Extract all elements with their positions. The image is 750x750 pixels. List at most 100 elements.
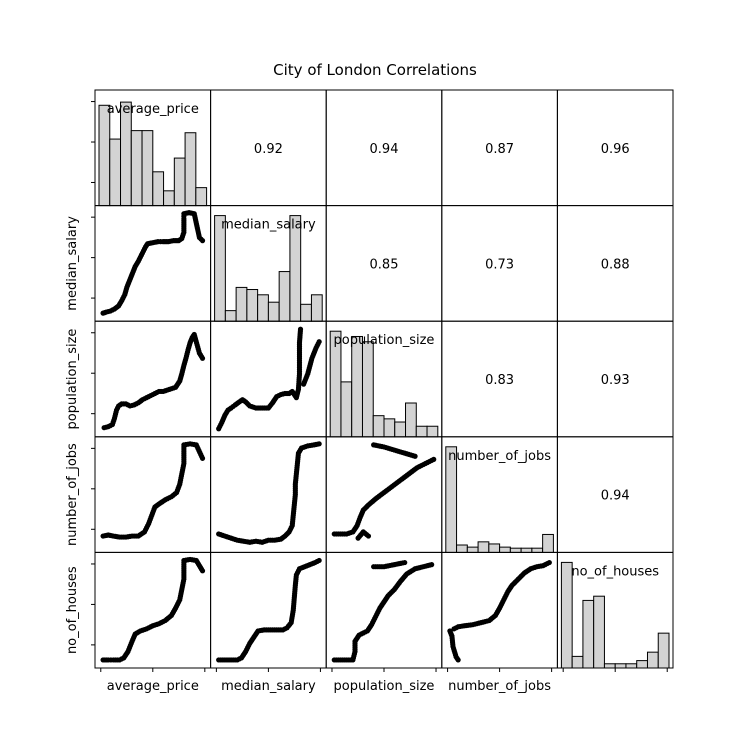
cell-frame	[210, 320, 327, 438]
cell-no_of_houses-population_size	[325, 551, 443, 669]
hist-bar	[361, 341, 374, 438]
hist-bar	[141, 130, 154, 207]
hist-bar	[98, 104, 111, 207]
hist-bar	[582, 599, 595, 669]
hist-bar	[152, 171, 165, 207]
cell-frame	[94, 551, 212, 669]
y-axis-label: population_size	[65, 329, 80, 430]
hist-bar	[130, 130, 143, 207]
cell-average_price-median_salary: 0.92	[210, 89, 327, 207]
scatter-point	[431, 456, 437, 462]
cell-population_size-population_size: population_size	[325, 320, 443, 438]
hist-bar	[636, 660, 648, 669]
diagonal-label: average_price	[107, 102, 199, 117]
axis-labels: average_price median_salary population_siz…	[65, 216, 551, 694]
cell-population_size-number_of_jobs: 0.83	[441, 320, 558, 438]
diagonal-label: number_of_jobs	[448, 449, 551, 464]
correlation-value: 0.93	[601, 373, 630, 388]
correlation-value: 0.92	[254, 142, 283, 157]
y-axis-label: median_salary	[65, 216, 80, 311]
cell-number_of_jobs-number_of_jobs: number_of_jobs	[441, 436, 558, 553]
hist-bar	[120, 101, 132, 207]
x-axis-label: median_salary	[221, 679, 316, 694]
scatter-point	[199, 355, 206, 361]
cell-population_size-no_of_houses: 0.93	[556, 320, 674, 438]
hist-bar	[224, 310, 237, 322]
cell-number_of_jobs-median_salary	[210, 436, 327, 553]
scatter-point	[455, 657, 461, 663]
diagonal-label: median_salary	[221, 218, 316, 233]
scatter-point	[297, 326, 304, 332]
hist-bar	[405, 402, 417, 438]
hist-bar	[278, 271, 291, 322]
correlation-value: 0.88	[601, 257, 630, 272]
correlation-value: 0.94	[370, 142, 399, 157]
chart-title: City of London Correlations	[273, 61, 477, 79]
hist-bar	[646, 651, 659, 669]
cell-population_size-median_salary	[210, 320, 327, 438]
cell-frame	[94, 205, 212, 322]
hist-bar	[657, 632, 670, 669]
cell-frame	[210, 551, 327, 669]
correlation-value: 0.87	[485, 142, 514, 157]
scatter-point	[199, 455, 206, 461]
cell-median_salary-number_of_jobs: 0.73	[441, 205, 558, 322]
hist-bar	[184, 132, 197, 207]
cell-no_of_houses-number_of_jobs	[441, 551, 558, 669]
hist-bar	[300, 303, 312, 322]
hist-bar	[257, 294, 269, 322]
hist-bar	[426, 425, 439, 438]
scatter-point	[429, 562, 435, 568]
hist-bar	[310, 294, 323, 322]
hist-bar	[351, 335, 363, 438]
hist-bar	[267, 301, 280, 322]
cell-average_price-no_of_houses: 0.96	[556, 89, 674, 207]
hist-bar	[372, 415, 385, 438]
hist-bar	[340, 381, 353, 438]
diagonal-label: no_of_houses	[571, 564, 659, 579]
matrix-cells: average_price 0.92 0.94 0.87 0.96 median_sala…	[94, 89, 674, 669]
correlation-value: 0.85	[370, 257, 399, 272]
hist-bar	[109, 138, 122, 207]
cell-number_of_jobs-no_of_houses: 0.94	[556, 436, 674, 553]
cell-average_price-number_of_jobs: 0.87	[441, 89, 558, 207]
hist-bar	[499, 546, 511, 553]
hist-bar	[520, 547, 533, 553]
hist-bar	[383, 418, 396, 438]
x-axis-label: population_size	[334, 679, 435, 694]
hist-bar	[625, 663, 638, 669]
correlation-value: 0.83	[485, 373, 514, 388]
hist-bar	[246, 289, 259, 322]
hist-bar	[394, 421, 407, 438]
x-axis-label: average_price	[107, 679, 199, 694]
cell-population_size-average_price	[94, 320, 212, 438]
cell-average_price-average_price: average_price	[94, 89, 212, 207]
hist-bar	[235, 286, 248, 322]
diagonal-label: population_size	[334, 333, 435, 348]
scatter-point	[199, 238, 206, 244]
scatter-point	[316, 557, 322, 564]
hist-bar	[531, 547, 544, 553]
cell-number_of_jobs-population_size	[325, 436, 443, 553]
hist-bar	[542, 533, 554, 553]
hist-bar	[560, 561, 573, 669]
correlation-value: 0.73	[485, 257, 514, 272]
hist-bar	[163, 190, 175, 207]
y-axis-label: no_of_houses	[65, 566, 80, 654]
scatter-point	[546, 559, 552, 566]
hist-bar	[571, 655, 584, 669]
cell-median_salary-population_size: 0.85	[325, 205, 443, 322]
x-axis-label: number_of_jobs	[448, 679, 551, 694]
hist-bar	[477, 541, 490, 553]
hist-bar	[195, 187, 208, 207]
cell-number_of_jobs-average_price	[94, 436, 212, 553]
cell-frame	[325, 551, 443, 669]
cell-average_price-population_size: 0.94	[325, 89, 443, 207]
cell-no_of_houses-average_price	[94, 551, 212, 669]
y-axis-label: number_of_jobs	[65, 443, 80, 546]
matrix-ticks	[91, 101, 668, 672]
hist-bar	[173, 157, 186, 207]
hist-bar	[456, 544, 468, 553]
hist-bar	[466, 546, 479, 553]
scatter-point	[402, 559, 408, 566]
